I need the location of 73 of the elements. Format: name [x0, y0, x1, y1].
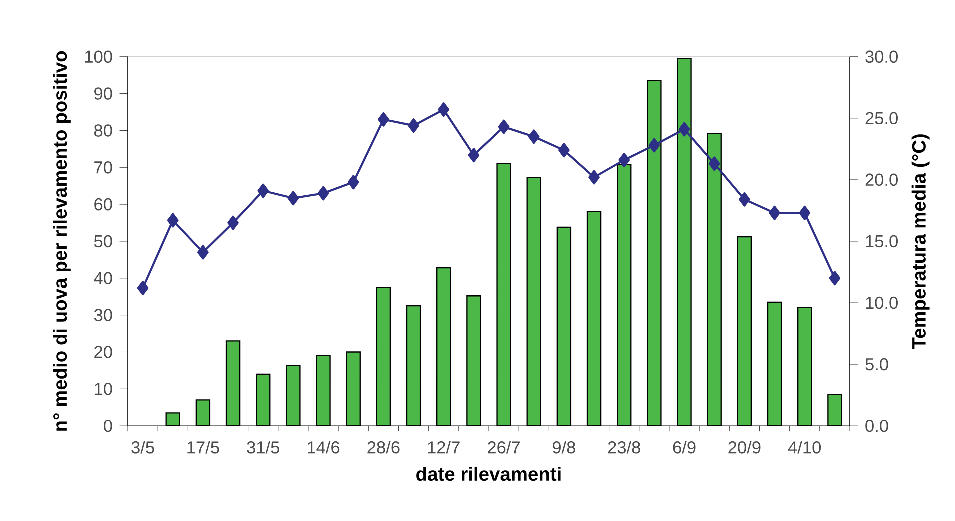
bar: [737, 236, 752, 426]
bar: [677, 58, 692, 426]
y2-tick-label: 15.0: [866, 235, 898, 248]
x-tick-label: 4/10: [788, 440, 822, 454]
y2-tick-label: 25.0: [866, 112, 898, 124]
y-tick-label: 80: [94, 124, 112, 137]
y2-axis-title: Temperatura media (°C): [912, 134, 930, 349]
point: [228, 216, 239, 230]
point: [378, 112, 390, 127]
y-tick-label: 10: [95, 382, 112, 396]
x-tick-label: 26/7: [488, 440, 520, 454]
bar: [376, 286, 392, 426]
x-tick-label: 14/6: [308, 440, 340, 454]
y-tick-label: 70: [94, 161, 112, 174]
y2-tick-label: 20.0: [866, 174, 898, 186]
point: [769, 206, 780, 220]
bar: [226, 340, 241, 426]
y-axis-title: n° medio di uova per rilevamento positivo: [53, 51, 71, 431]
x-tick-label: 28/6: [368, 440, 400, 454]
y-tick-label: 50: [94, 235, 112, 248]
y2-tick-label: 30.0: [866, 50, 898, 63]
y2-tick-label: 0.0: [866, 420, 888, 432]
bar: [767, 302, 782, 426]
x-tick-label: 9/8: [552, 440, 576, 454]
y2-tick-label: 5.0: [866, 358, 888, 371]
point: [648, 138, 660, 153]
y-tick-label: 30: [94, 309, 112, 322]
point: [739, 192, 750, 207]
bar: [586, 211, 602, 426]
point: [558, 143, 570, 158]
point: [588, 170, 600, 185]
x-axis-title: date rilevamenti: [416, 466, 561, 481]
x-tick-label: 20/9: [728, 440, 761, 454]
point: [678, 122, 690, 137]
point: [829, 271, 841, 286]
point: [288, 191, 300, 206]
point: [438, 102, 450, 117]
y-tick-label: 60: [94, 198, 112, 211]
point: [498, 120, 510, 134]
point: [618, 152, 630, 168]
bar: [556, 226, 572, 426]
point: [408, 118, 420, 133]
point: [137, 280, 149, 296]
y-tick-label: 20: [94, 346, 112, 358]
bar: [798, 307, 812, 426]
x-tick-label: 6/9: [673, 440, 696, 454]
x-tick-label: 17/5: [188, 440, 220, 454]
point: [167, 213, 179, 228]
y-tick-label: 90: [94, 88, 112, 100]
point: [799, 206, 811, 220]
y-tick-label: 0: [104, 420, 112, 432]
x-tick-label: 31/5: [247, 440, 280, 454]
point: [708, 156, 720, 172]
point: [318, 186, 330, 201]
bar: [647, 80, 662, 426]
bar: [526, 177, 542, 426]
y2-tick-label: 10.0: [866, 296, 898, 310]
bar: [617, 164, 632, 426]
y-tick-label: 40: [94, 272, 112, 284]
bar: [406, 305, 422, 426]
point: [468, 148, 480, 162]
point: [258, 184, 270, 198]
point: [348, 175, 360, 190]
x-tick-label: 12/7: [428, 440, 460, 454]
bar: [707, 132, 722, 426]
point: [198, 245, 209, 260]
y-tick-label: 100: [85, 50, 112, 63]
bar: [436, 267, 452, 426]
x-tick-label: 23/8: [608, 440, 640, 454]
x-tick-label: 3/5: [132, 440, 154, 454]
bar: [346, 352, 361, 426]
point: [528, 130, 540, 144]
bar: [256, 374, 271, 426]
